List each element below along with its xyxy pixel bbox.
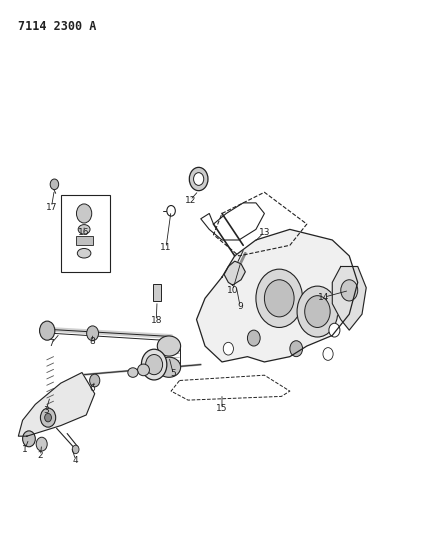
Circle shape <box>40 408 55 427</box>
Text: 18: 18 <box>150 316 161 325</box>
Circle shape <box>50 179 58 190</box>
Text: 11: 11 <box>160 244 171 253</box>
Ellipse shape <box>141 349 167 380</box>
Text: 8: 8 <box>89 337 95 346</box>
Circle shape <box>247 330 259 346</box>
Ellipse shape <box>157 357 180 377</box>
Bar <box>153 284 161 301</box>
Ellipse shape <box>127 368 138 377</box>
Polygon shape <box>196 229 357 362</box>
Text: 2: 2 <box>37 451 43 461</box>
Text: 14: 14 <box>317 293 329 302</box>
Text: 10: 10 <box>226 286 238 295</box>
Circle shape <box>76 204 92 223</box>
Circle shape <box>193 173 203 185</box>
Circle shape <box>23 431 35 447</box>
Text: 7: 7 <box>49 339 54 348</box>
Text: 3: 3 <box>43 406 49 415</box>
Text: 6: 6 <box>89 384 95 393</box>
Text: 9: 9 <box>237 302 242 311</box>
Ellipse shape <box>77 248 91 258</box>
Circle shape <box>40 321 55 340</box>
Circle shape <box>340 280 357 301</box>
Text: 15: 15 <box>216 404 227 413</box>
Text: 5: 5 <box>170 369 176 378</box>
Text: 1: 1 <box>22 445 28 454</box>
Circle shape <box>86 326 98 341</box>
Circle shape <box>189 167 207 191</box>
Circle shape <box>89 374 100 387</box>
Circle shape <box>304 296 329 327</box>
Bar <box>75 236 92 245</box>
Circle shape <box>72 445 79 454</box>
Circle shape <box>296 286 337 337</box>
Circle shape <box>339 278 350 292</box>
Text: 17: 17 <box>46 203 57 212</box>
Bar <box>60 195 109 272</box>
Text: 16: 16 <box>78 228 89 237</box>
Circle shape <box>45 414 51 422</box>
Circle shape <box>167 206 175 216</box>
Ellipse shape <box>137 364 149 376</box>
Text: 4: 4 <box>73 456 78 465</box>
Polygon shape <box>224 261 245 285</box>
Circle shape <box>255 269 302 327</box>
Polygon shape <box>331 266 366 330</box>
Circle shape <box>264 280 294 317</box>
Ellipse shape <box>78 224 90 234</box>
Circle shape <box>223 342 233 355</box>
Text: 12: 12 <box>184 196 196 205</box>
Circle shape <box>289 341 302 357</box>
Ellipse shape <box>157 336 180 356</box>
Circle shape <box>36 437 47 451</box>
Text: 13: 13 <box>258 228 270 237</box>
Circle shape <box>322 348 332 360</box>
Text: 7114 2300 A: 7114 2300 A <box>18 20 97 33</box>
Polygon shape <box>18 373 95 436</box>
Circle shape <box>328 323 339 337</box>
Ellipse shape <box>145 354 162 375</box>
